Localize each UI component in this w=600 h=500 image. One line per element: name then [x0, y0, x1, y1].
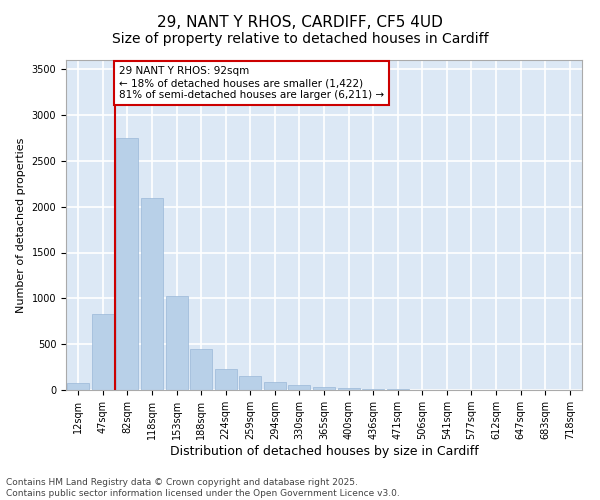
- Bar: [92, 314, 114, 390]
- Bar: [239, 376, 262, 390]
- Bar: [264, 382, 286, 390]
- Bar: [215, 369, 237, 390]
- Bar: [141, 198, 163, 390]
- Text: 29, NANT Y RHOS, CARDIFF, CF5 4UD: 29, NANT Y RHOS, CARDIFF, CF5 4UD: [157, 15, 443, 30]
- Bar: [338, 388, 359, 390]
- Text: Size of property relative to detached houses in Cardiff: Size of property relative to detached ho…: [112, 32, 488, 46]
- Bar: [190, 349, 212, 390]
- Bar: [67, 383, 89, 390]
- Text: Contains HM Land Registry data © Crown copyright and database right 2025.
Contai: Contains HM Land Registry data © Crown c…: [6, 478, 400, 498]
- Y-axis label: Number of detached properties: Number of detached properties: [16, 138, 26, 312]
- Bar: [166, 296, 188, 390]
- Bar: [313, 387, 335, 390]
- Text: 29 NANT Y RHOS: 92sqm
← 18% of detached houses are smaller (1,422)
81% of semi-d: 29 NANT Y RHOS: 92sqm ← 18% of detached …: [119, 66, 384, 100]
- X-axis label: Distribution of detached houses by size in Cardiff: Distribution of detached houses by size …: [170, 445, 478, 458]
- Bar: [116, 138, 139, 390]
- Bar: [362, 389, 384, 390]
- Bar: [289, 384, 310, 390]
